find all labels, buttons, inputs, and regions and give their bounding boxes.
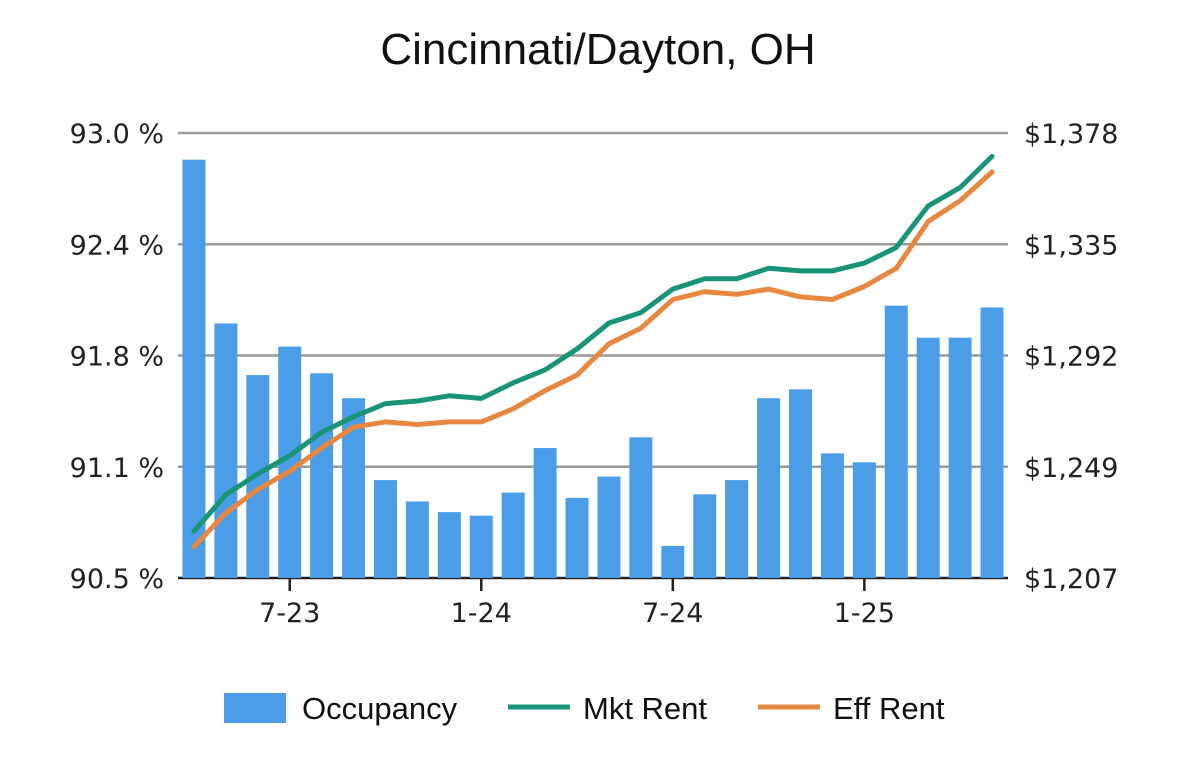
occupancy-bar xyxy=(693,494,717,578)
gridlines xyxy=(178,131,1008,580)
occupancy-bar xyxy=(501,492,525,578)
occupancy-bar xyxy=(725,480,749,578)
occupancy-bar xyxy=(405,501,429,578)
occupancy-bar xyxy=(533,448,557,578)
occupancy-bar xyxy=(214,323,238,578)
x-axis: 7-23 1-24 7-24 1-25 xyxy=(259,578,895,629)
right-tick-label: $1,378 xyxy=(1024,119,1118,150)
occupancy-bar xyxy=(820,453,844,578)
occupancy-bars xyxy=(182,159,1004,578)
legend-label: Mkt Rent xyxy=(583,691,707,726)
legend-item-occupancy: Occupancy xyxy=(224,691,458,726)
occupancy-bar xyxy=(310,373,334,578)
legend-swatch xyxy=(224,693,286,723)
occupancy-bar xyxy=(948,337,972,578)
x-tick-label: 7-24 xyxy=(642,598,703,629)
occupancy-bar xyxy=(757,398,781,578)
occupancy-bar xyxy=(469,515,493,578)
right-tick-label: $1,292 xyxy=(1024,342,1118,373)
left-tick-label: 91.1 % xyxy=(70,453,164,484)
x-tick-label: 1-25 xyxy=(834,598,895,629)
right-axis: $1,378 $1,335 $1,292 $1,249 $1,207 xyxy=(1024,119,1118,595)
right-tick-label: $1,249 xyxy=(1024,453,1118,484)
occupancy-bar xyxy=(884,305,908,578)
legend: Occupancy Mkt Rent Eff Rent xyxy=(224,691,945,726)
occupancy-bar xyxy=(597,476,621,578)
legend-item-eff-rent: Eff Rent xyxy=(758,691,945,726)
legend-item-mkt-rent: Mkt Rent xyxy=(508,691,707,726)
x-tick-label: 1-24 xyxy=(451,598,512,629)
chart-title: Cincinnati/Dayton, OH xyxy=(380,25,815,74)
occupancy-bar xyxy=(629,437,653,578)
occupancy-bar xyxy=(182,159,206,578)
legend-label: Eff Rent xyxy=(833,691,945,726)
left-tick-label: 90.5 % xyxy=(70,564,164,595)
occupancy-bar xyxy=(789,389,812,578)
occupancy-bar xyxy=(852,462,876,578)
occupancy-bar xyxy=(565,497,589,578)
occupancy-bar xyxy=(342,398,366,578)
occupancy-bar xyxy=(437,512,461,578)
left-tick-label: 91.8 % xyxy=(70,342,164,373)
occupancy-bar xyxy=(980,307,1004,578)
right-tick-label: $1,207 xyxy=(1024,564,1118,595)
right-tick-label: $1,335 xyxy=(1024,230,1118,261)
legend-label: Occupancy xyxy=(302,691,458,726)
rent-lines xyxy=(191,153,995,550)
mkt-rent-line xyxy=(191,153,995,534)
occupancy-bar xyxy=(916,337,940,578)
eff-rent-line xyxy=(191,169,995,550)
occupancy-bar xyxy=(278,346,302,578)
left-tick-label: 93.0 % xyxy=(70,119,164,150)
x-tick-label: 7-23 xyxy=(259,598,320,629)
left-axis: 93.0 % 92.4 % 91.8 % 91.1 % 90.5 % xyxy=(70,119,164,595)
left-tick-label: 92.4 % xyxy=(70,230,164,261)
occupancy-bar xyxy=(374,480,397,578)
occupancy-bar xyxy=(661,545,685,578)
